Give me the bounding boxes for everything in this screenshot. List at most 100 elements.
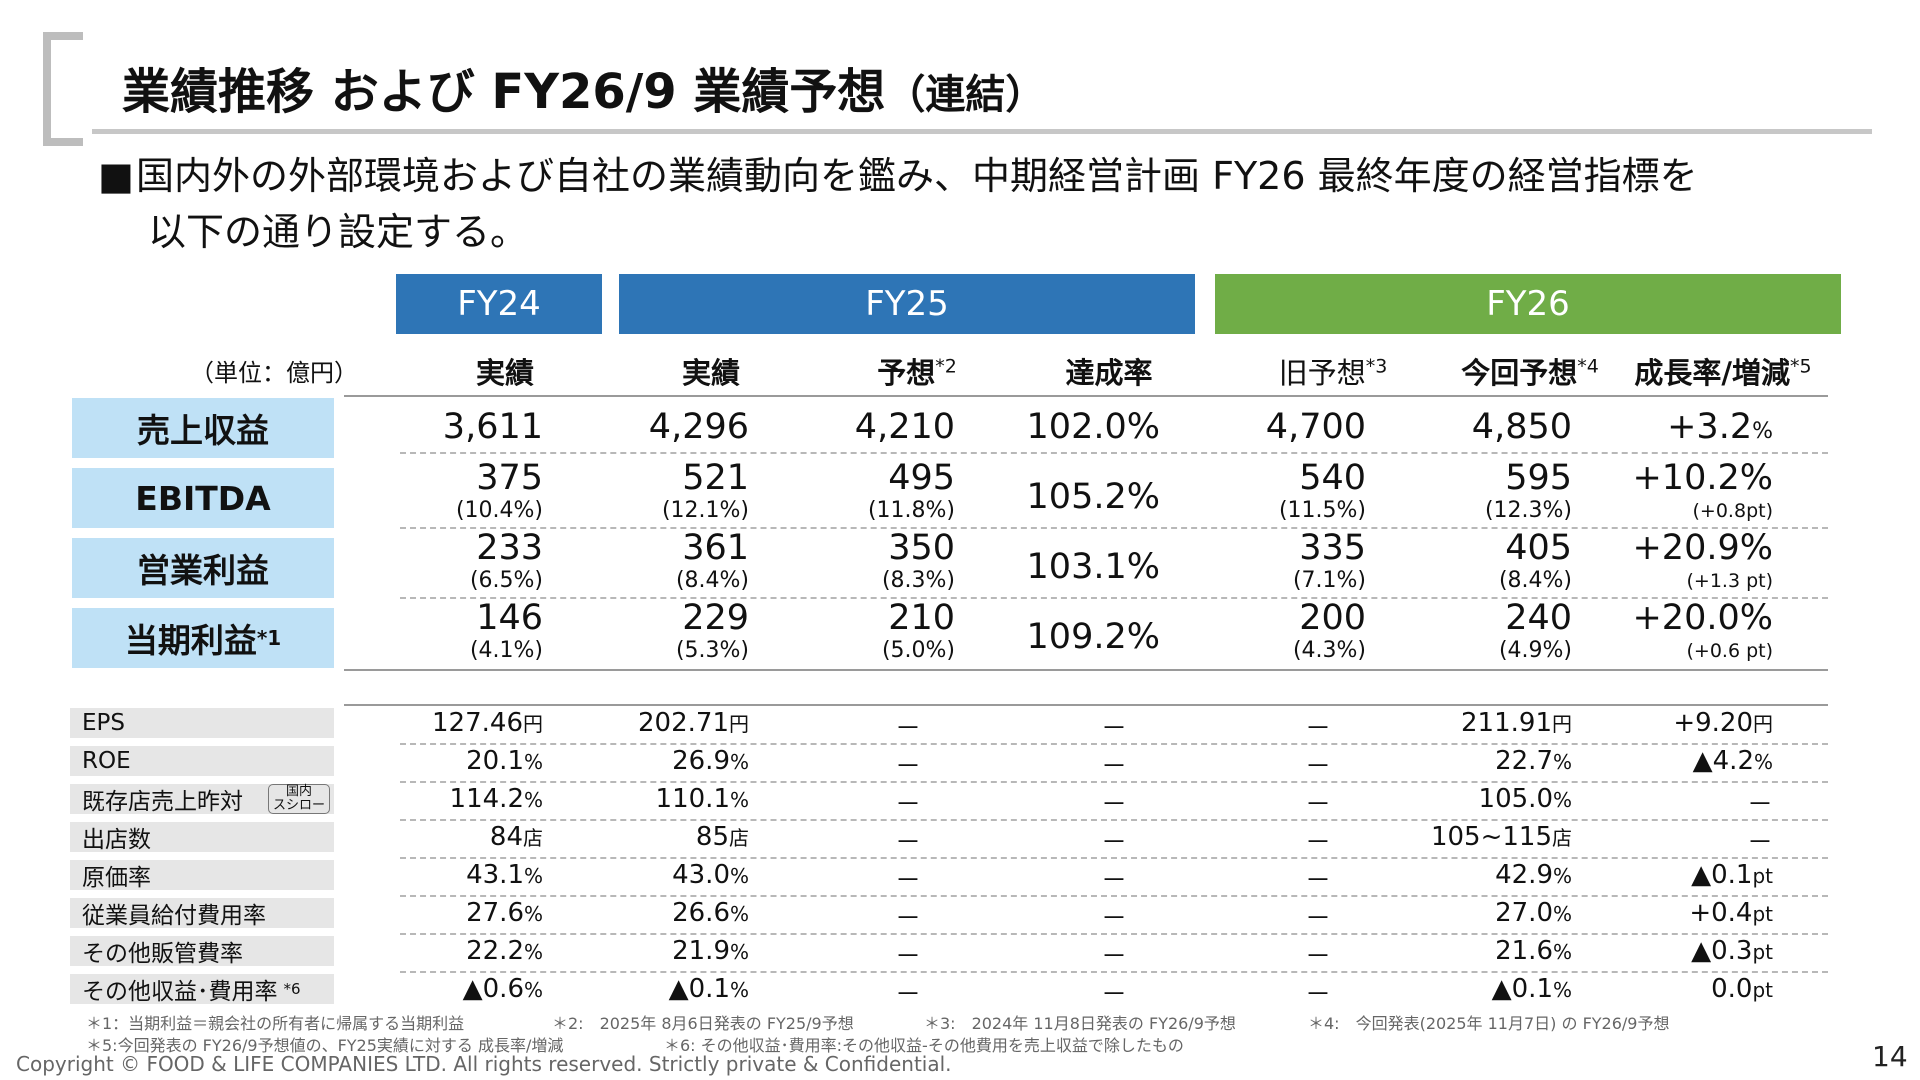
kpi-row-divider bbox=[400, 819, 1828, 821]
footnote-1: ＊1：当期利益＝親会社の所有者に帰属する当期利益 bbox=[86, 1014, 465, 1033]
cell: 200 bbox=[1299, 598, 1366, 638]
title-bracket-decoration bbox=[43, 32, 83, 146]
kpi-cell-empty: － bbox=[1304, 790, 1331, 820]
cell: 3,611 bbox=[442, 407, 543, 447]
kpi-cell: ▲0.3pt bbox=[1691, 936, 1773, 966]
kpi-cell-empty: － bbox=[894, 980, 921, 1010]
kpi-row-label: 出店数 bbox=[70, 822, 334, 853]
kpi-cell: +9.20円 bbox=[1673, 708, 1773, 738]
kpi-cell: 21.6% bbox=[1495, 936, 1572, 966]
kpi-cell: 43.1% bbox=[466, 860, 543, 890]
row-label-net-income: 当期利益 *1 bbox=[72, 608, 334, 668]
kpi-cell: － bbox=[1746, 790, 1773, 820]
row-divider bbox=[400, 527, 1828, 529]
footnote-5: ＊5:今回発表の FY26/9予想値の、FY25実績に対する 成長率/増減 bbox=[86, 1036, 564, 1055]
kpi-row-divider bbox=[400, 971, 1828, 973]
kpi-cell: 202.71円 bbox=[638, 708, 749, 738]
kpi-cell: 105~115店 bbox=[1430, 822, 1572, 852]
cell-margin: (8.4%) bbox=[1498, 568, 1572, 593]
cell-margin: (11.8%) bbox=[867, 498, 955, 523]
kpi-row-label: その他収益･費用率 *6 bbox=[70, 974, 334, 1005]
cell-margin: (8.4%) bbox=[675, 568, 749, 593]
page-title: 業績推移 および FY26/9 業績予想（連結） bbox=[122, 64, 1046, 120]
column-header-growth: 成長率/増減*5 bbox=[1634, 355, 1812, 390]
kpi-cell-empty: － bbox=[894, 714, 921, 744]
kpi-cell: ▲4.2% bbox=[1692, 746, 1773, 776]
cell-margin: (5.0%) bbox=[881, 638, 955, 663]
row-label-operating-profit: 営業利益 bbox=[72, 538, 334, 598]
kpi-cell-empty: － bbox=[894, 828, 921, 858]
cell-margin: (7.1%) bbox=[1292, 568, 1366, 593]
kpi-cell-empty: － bbox=[1100, 828, 1127, 858]
cell: 4,850 bbox=[1471, 407, 1572, 447]
cell-margin-change: (+1.3 pt) bbox=[1686, 570, 1773, 592]
cell-margin: (10.4%) bbox=[455, 498, 543, 523]
kpi-row-label: その他販管費率 bbox=[70, 936, 334, 967]
cell: 4,296 bbox=[648, 407, 749, 447]
row-divider bbox=[400, 452, 1828, 454]
kpi-cell: 211.91円 bbox=[1461, 708, 1572, 738]
kpi-cell-empty: － bbox=[1100, 904, 1127, 934]
cell: 233 bbox=[476, 528, 543, 568]
cell: 405 bbox=[1505, 528, 1572, 568]
cell: 540 bbox=[1299, 458, 1366, 498]
kpi-cell-empty: － bbox=[1100, 942, 1127, 972]
kpi-cell: ▲0.1% bbox=[1491, 974, 1572, 1004]
kpi-cell-empty: － bbox=[894, 752, 921, 782]
row-label-ebitda: EBITDA bbox=[72, 468, 334, 528]
kpi-cell: 22.7% bbox=[1495, 746, 1572, 776]
kpi-row-divider bbox=[400, 743, 1828, 745]
kpi-row-label: ROE bbox=[70, 746, 334, 776]
cell: +20.0% bbox=[1632, 598, 1773, 638]
kpi-cell: 85店 bbox=[695, 822, 749, 852]
sub-table-top-rule bbox=[344, 704, 1828, 706]
cell-margin: (5.3%) bbox=[675, 638, 749, 663]
kpi-cell: 26.6% bbox=[672, 898, 749, 928]
cell-margin: (12.3%) bbox=[1484, 498, 1572, 523]
kpi-cell-empty: － bbox=[1100, 752, 1127, 782]
cell-margin: (8.3%) bbox=[881, 568, 955, 593]
kpi-cell-empty: － bbox=[1100, 714, 1127, 744]
kpi-row-divider bbox=[400, 781, 1828, 783]
cell: 102.0% bbox=[1026, 407, 1160, 447]
kpi-cell-empty: － bbox=[894, 942, 921, 972]
kpi-cell: 43.0% bbox=[672, 860, 749, 890]
kpi-cell: 110.1% bbox=[655, 784, 749, 814]
kpi-row-label: 従業員給付費用率 bbox=[70, 898, 334, 929]
kpi-row-label: EPS bbox=[70, 708, 334, 738]
cell-margin: (11.5%) bbox=[1278, 498, 1366, 523]
kpi-row-label: 既存店売上昨対 国内 スシロー bbox=[70, 784, 334, 815]
kpi-cell-empty: － bbox=[1304, 866, 1331, 896]
kpi-cell: 105.0% bbox=[1478, 784, 1572, 814]
kpi-row-label: 原価率 bbox=[70, 860, 334, 891]
lead-text: ■国内外の外部環境および自社の業績動向を鑑み、中期経営計画 FY26 最終年度の… bbox=[98, 148, 1888, 260]
header-fy25: FY25 bbox=[619, 274, 1195, 334]
cell-margin: (12.1%) bbox=[661, 498, 749, 523]
cell: +3.2% bbox=[1667, 407, 1773, 447]
kpi-cell: 114.2% bbox=[449, 784, 543, 814]
kpi-cell: ▲0.1pt bbox=[1691, 860, 1773, 890]
cell: 109.2% bbox=[1026, 617, 1160, 657]
row-divider bbox=[400, 597, 1828, 599]
kpi-cell: ▲0.6% bbox=[462, 974, 543, 1004]
kpi-cell: 26.9% bbox=[672, 746, 749, 776]
kpi-cell-empty: － bbox=[1304, 828, 1331, 858]
kpi-row-divider bbox=[400, 933, 1828, 935]
kpi-cell: 0.0pt bbox=[1711, 974, 1773, 1004]
column-header-fy25-forecast: 予想*2 bbox=[877, 355, 957, 390]
cell: 240 bbox=[1505, 598, 1572, 638]
column-header-fy25-actual: 実績 bbox=[681, 356, 740, 390]
kpi-cell-empty: － bbox=[894, 904, 921, 934]
cell: 4,700 bbox=[1265, 407, 1366, 447]
cell-margin: (6.5%) bbox=[469, 568, 543, 593]
kpi-cell: 84店 bbox=[489, 822, 543, 852]
cell-margin: (4.1%) bbox=[469, 638, 543, 663]
footnote-4: ＊4: 今回発表(2025年 11月7日) の FY26/9予想 bbox=[1308, 1014, 1670, 1033]
cell: +10.2% bbox=[1632, 458, 1773, 498]
cell: 229 bbox=[682, 598, 749, 638]
kpi-cell: 127.46円 bbox=[432, 708, 543, 738]
kpi-row-divider bbox=[400, 895, 1828, 897]
column-header-old-forecast: 旧予想*3 bbox=[1278, 355, 1388, 390]
cell: 105.2% bbox=[1026, 477, 1160, 517]
cell-margin: (4.9%) bbox=[1498, 638, 1572, 663]
